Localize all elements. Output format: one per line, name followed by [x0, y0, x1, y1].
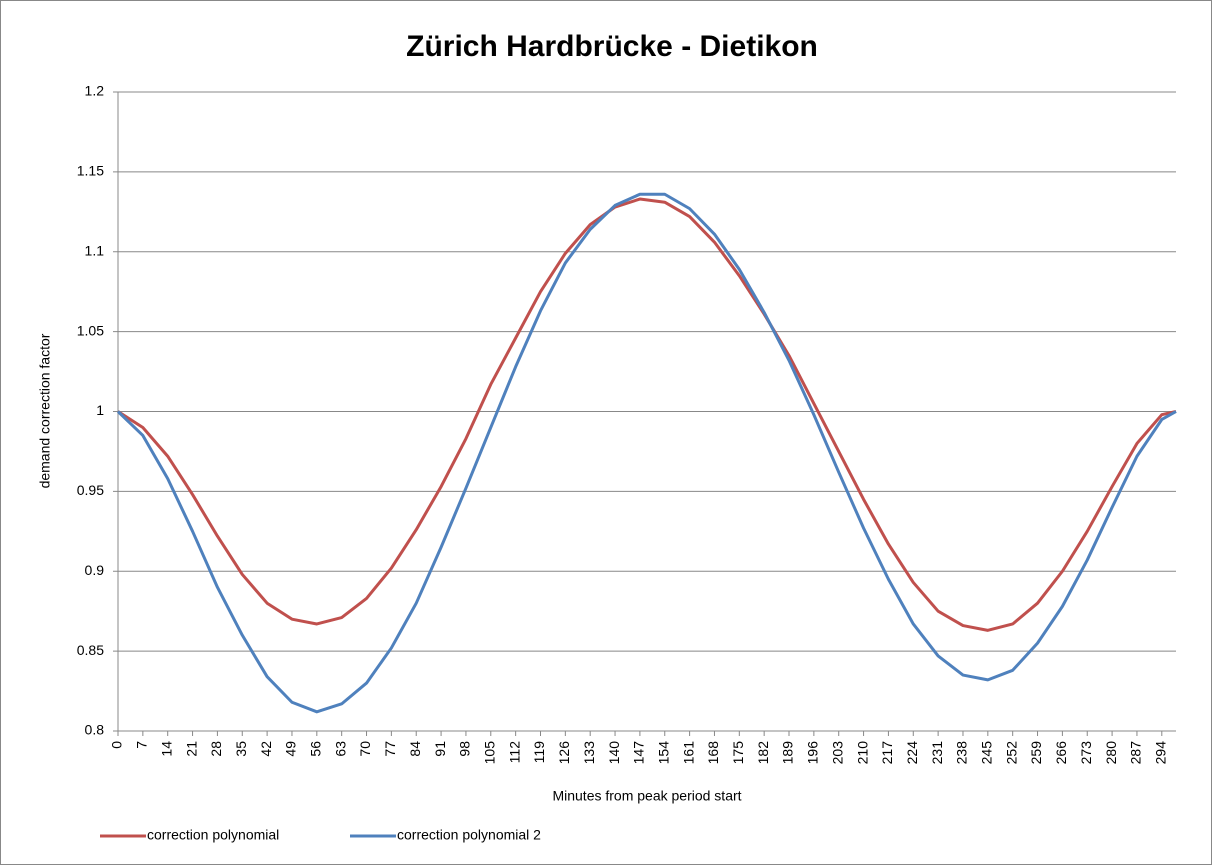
x-tick-label: 203: [829, 741, 845, 765]
x-tick-label: 56: [308, 741, 324, 757]
x-tick-label: 7: [134, 741, 150, 749]
x-tick-label: 280: [1103, 741, 1119, 765]
x-tick-label: 112: [506, 741, 522, 764]
x-tick-label: 133: [581, 741, 597, 765]
x-tick-label: 70: [357, 741, 373, 757]
x-tick-label: 238: [954, 741, 970, 765]
y-tick-label: 1.2: [85, 83, 105, 99]
x-tick-label: 266: [1053, 741, 1069, 765]
x-tick-label: 98: [457, 741, 473, 757]
x-tick-label: 84: [407, 741, 423, 757]
x-tick-label: 210: [854, 741, 870, 765]
y-tick-label: 1.1: [85, 242, 105, 258]
x-tick-label: 49: [283, 741, 299, 757]
x-tick-label: 63: [332, 741, 348, 757]
x-tick-label: 252: [1003, 741, 1019, 765]
x-tick-label: 182: [755, 741, 771, 765]
x-tick-label: 161: [680, 741, 696, 765]
x-tick-label: 175: [730, 741, 746, 765]
x-tick-label: 196: [805, 741, 821, 765]
x-tick-label: 105: [481, 741, 497, 765]
x-tick-label: 217: [879, 741, 895, 765]
x-tick-label: 14: [158, 741, 174, 757]
x-tick-label: 189: [780, 741, 796, 765]
x-tick-label: 294: [1153, 741, 1169, 765]
y-tick-label: 1.05: [77, 322, 104, 338]
x-tick-label: 42: [258, 741, 274, 757]
x-tick-label: 21: [183, 741, 199, 757]
x-tick-label: 224: [904, 741, 920, 765]
y-tick-label: 0.8: [85, 722, 105, 738]
x-tick-label: 126: [556, 741, 572, 765]
x-tick-label: 35: [233, 741, 249, 757]
x-tick-label: 77: [382, 741, 398, 757]
x-tick-label: 168: [705, 741, 721, 765]
y-tick-label: 0.9: [85, 562, 105, 578]
x-tick-label: 154: [655, 741, 671, 765]
chart-title: Zürich Hardbrücke - Dietikon: [406, 30, 818, 63]
legend-label: correction polynomial: [147, 827, 279, 843]
x-tick-label: 140: [606, 741, 622, 765]
x-tick-label: 28: [208, 741, 224, 757]
x-tick-label: 287: [1128, 741, 1144, 765]
y-tick-label: 0.85: [77, 642, 104, 658]
x-tick-label: 245: [979, 741, 995, 765]
series-line: [116, 192, 1177, 714]
x-tick-label: 273: [1078, 741, 1094, 765]
series-line: [117, 197, 1177, 632]
y-axis-label: demand correction factor: [37, 333, 53, 488]
x-tick-label: 259: [1028, 741, 1044, 765]
x-axis-label: Minutes from peak period start: [552, 788, 741, 804]
x-tick-label: 147: [631, 741, 647, 765]
x-tick-label: 231: [929, 741, 945, 765]
x-tick-label: 119: [531, 741, 547, 764]
legend-label: correction polynomial 2: [397, 827, 541, 843]
x-tick-label: 91: [432, 741, 448, 757]
x-tick-label: 0: [109, 741, 125, 749]
y-tick-label: 1.15: [77, 163, 104, 179]
y-tick-label: 1: [96, 402, 104, 418]
y-tick-label: 0.95: [77, 482, 104, 498]
